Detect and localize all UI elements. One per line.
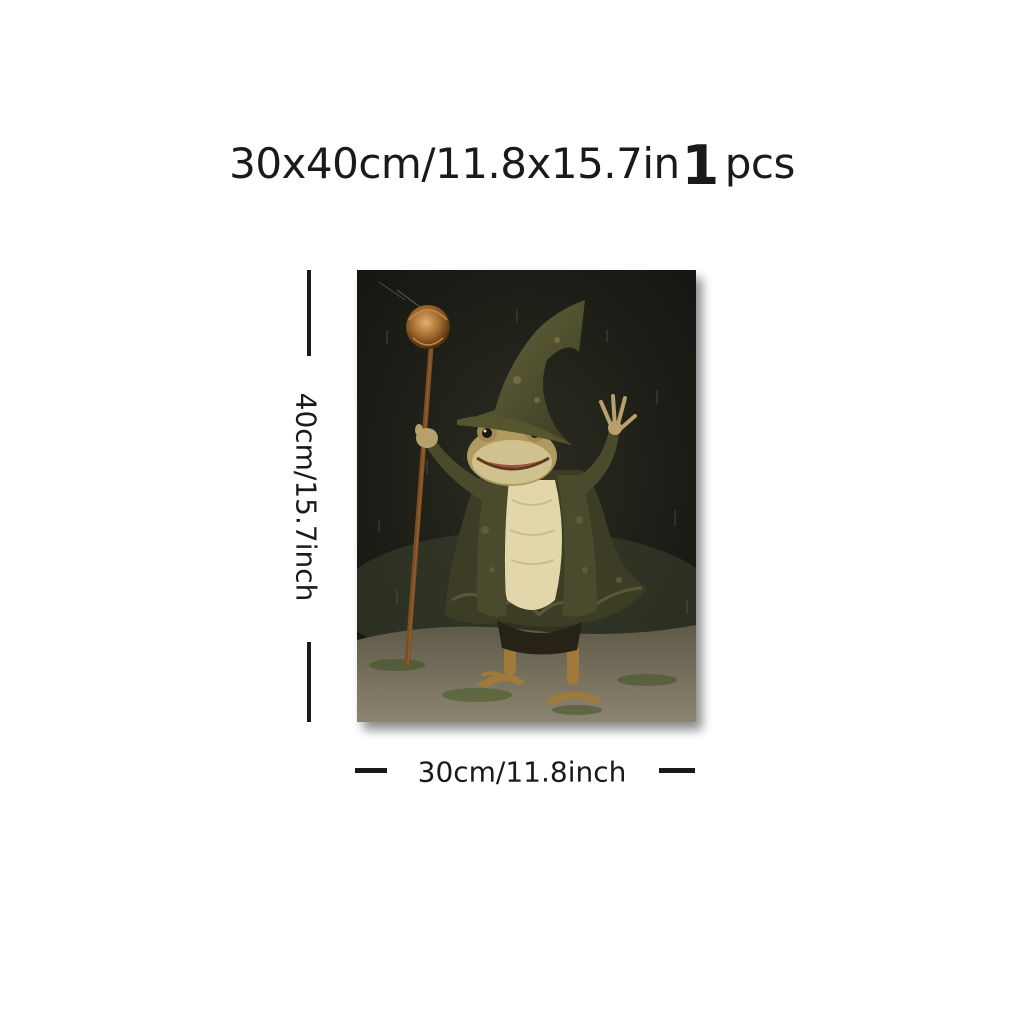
width-dimension-line-right [659, 768, 695, 773]
moss-patch [442, 688, 512, 702]
size-text: 30x40cm/11.8x15.7in [229, 139, 680, 188]
staff-orb [406, 305, 450, 349]
left-foot [475, 645, 525, 688]
left-arm [427, 440, 492, 502]
moss-patch [369, 659, 425, 671]
height-dimension-label: 40cm/15.7inch [289, 392, 323, 602]
ground [357, 625, 696, 722]
width-dimension-label: 30cm/11.8inch [417, 755, 627, 789]
moss-patch [552, 705, 602, 715]
frog-belly [499, 480, 562, 610]
canvas-print [357, 270, 696, 722]
height-dimension-line-bottom [307, 642, 311, 722]
moss-patch [617, 674, 677, 686]
wizard-hat [457, 300, 585, 445]
width-dimension-line-left [355, 768, 387, 773]
right-foot [545, 645, 602, 706]
robe-lapel-left [476, 470, 509, 617]
height-dimension-line-top [307, 270, 311, 356]
size-title: 30x40cm/11.8x15.7in1 pcs [0, 136, 1024, 194]
frog-wizard-painting [357, 270, 696, 722]
rain-streaks [378, 310, 688, 614]
robe-texture [481, 516, 622, 583]
right-arm [572, 430, 619, 498]
staff [378, 281, 450, 668]
left-hand [415, 424, 438, 448]
quantity-unit: pcs [724, 139, 796, 188]
robe-lapel-right [557, 475, 597, 617]
quantity-number: 1 [681, 134, 720, 197]
